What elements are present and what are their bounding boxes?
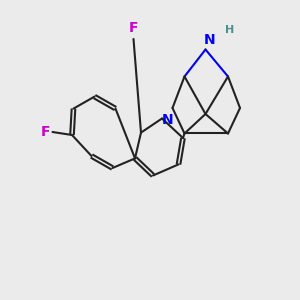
Text: F: F: [40, 125, 50, 139]
Text: F: F: [129, 21, 138, 35]
Text: H: H: [226, 25, 235, 35]
Text: N: N: [162, 113, 173, 127]
Text: N: N: [204, 34, 216, 47]
